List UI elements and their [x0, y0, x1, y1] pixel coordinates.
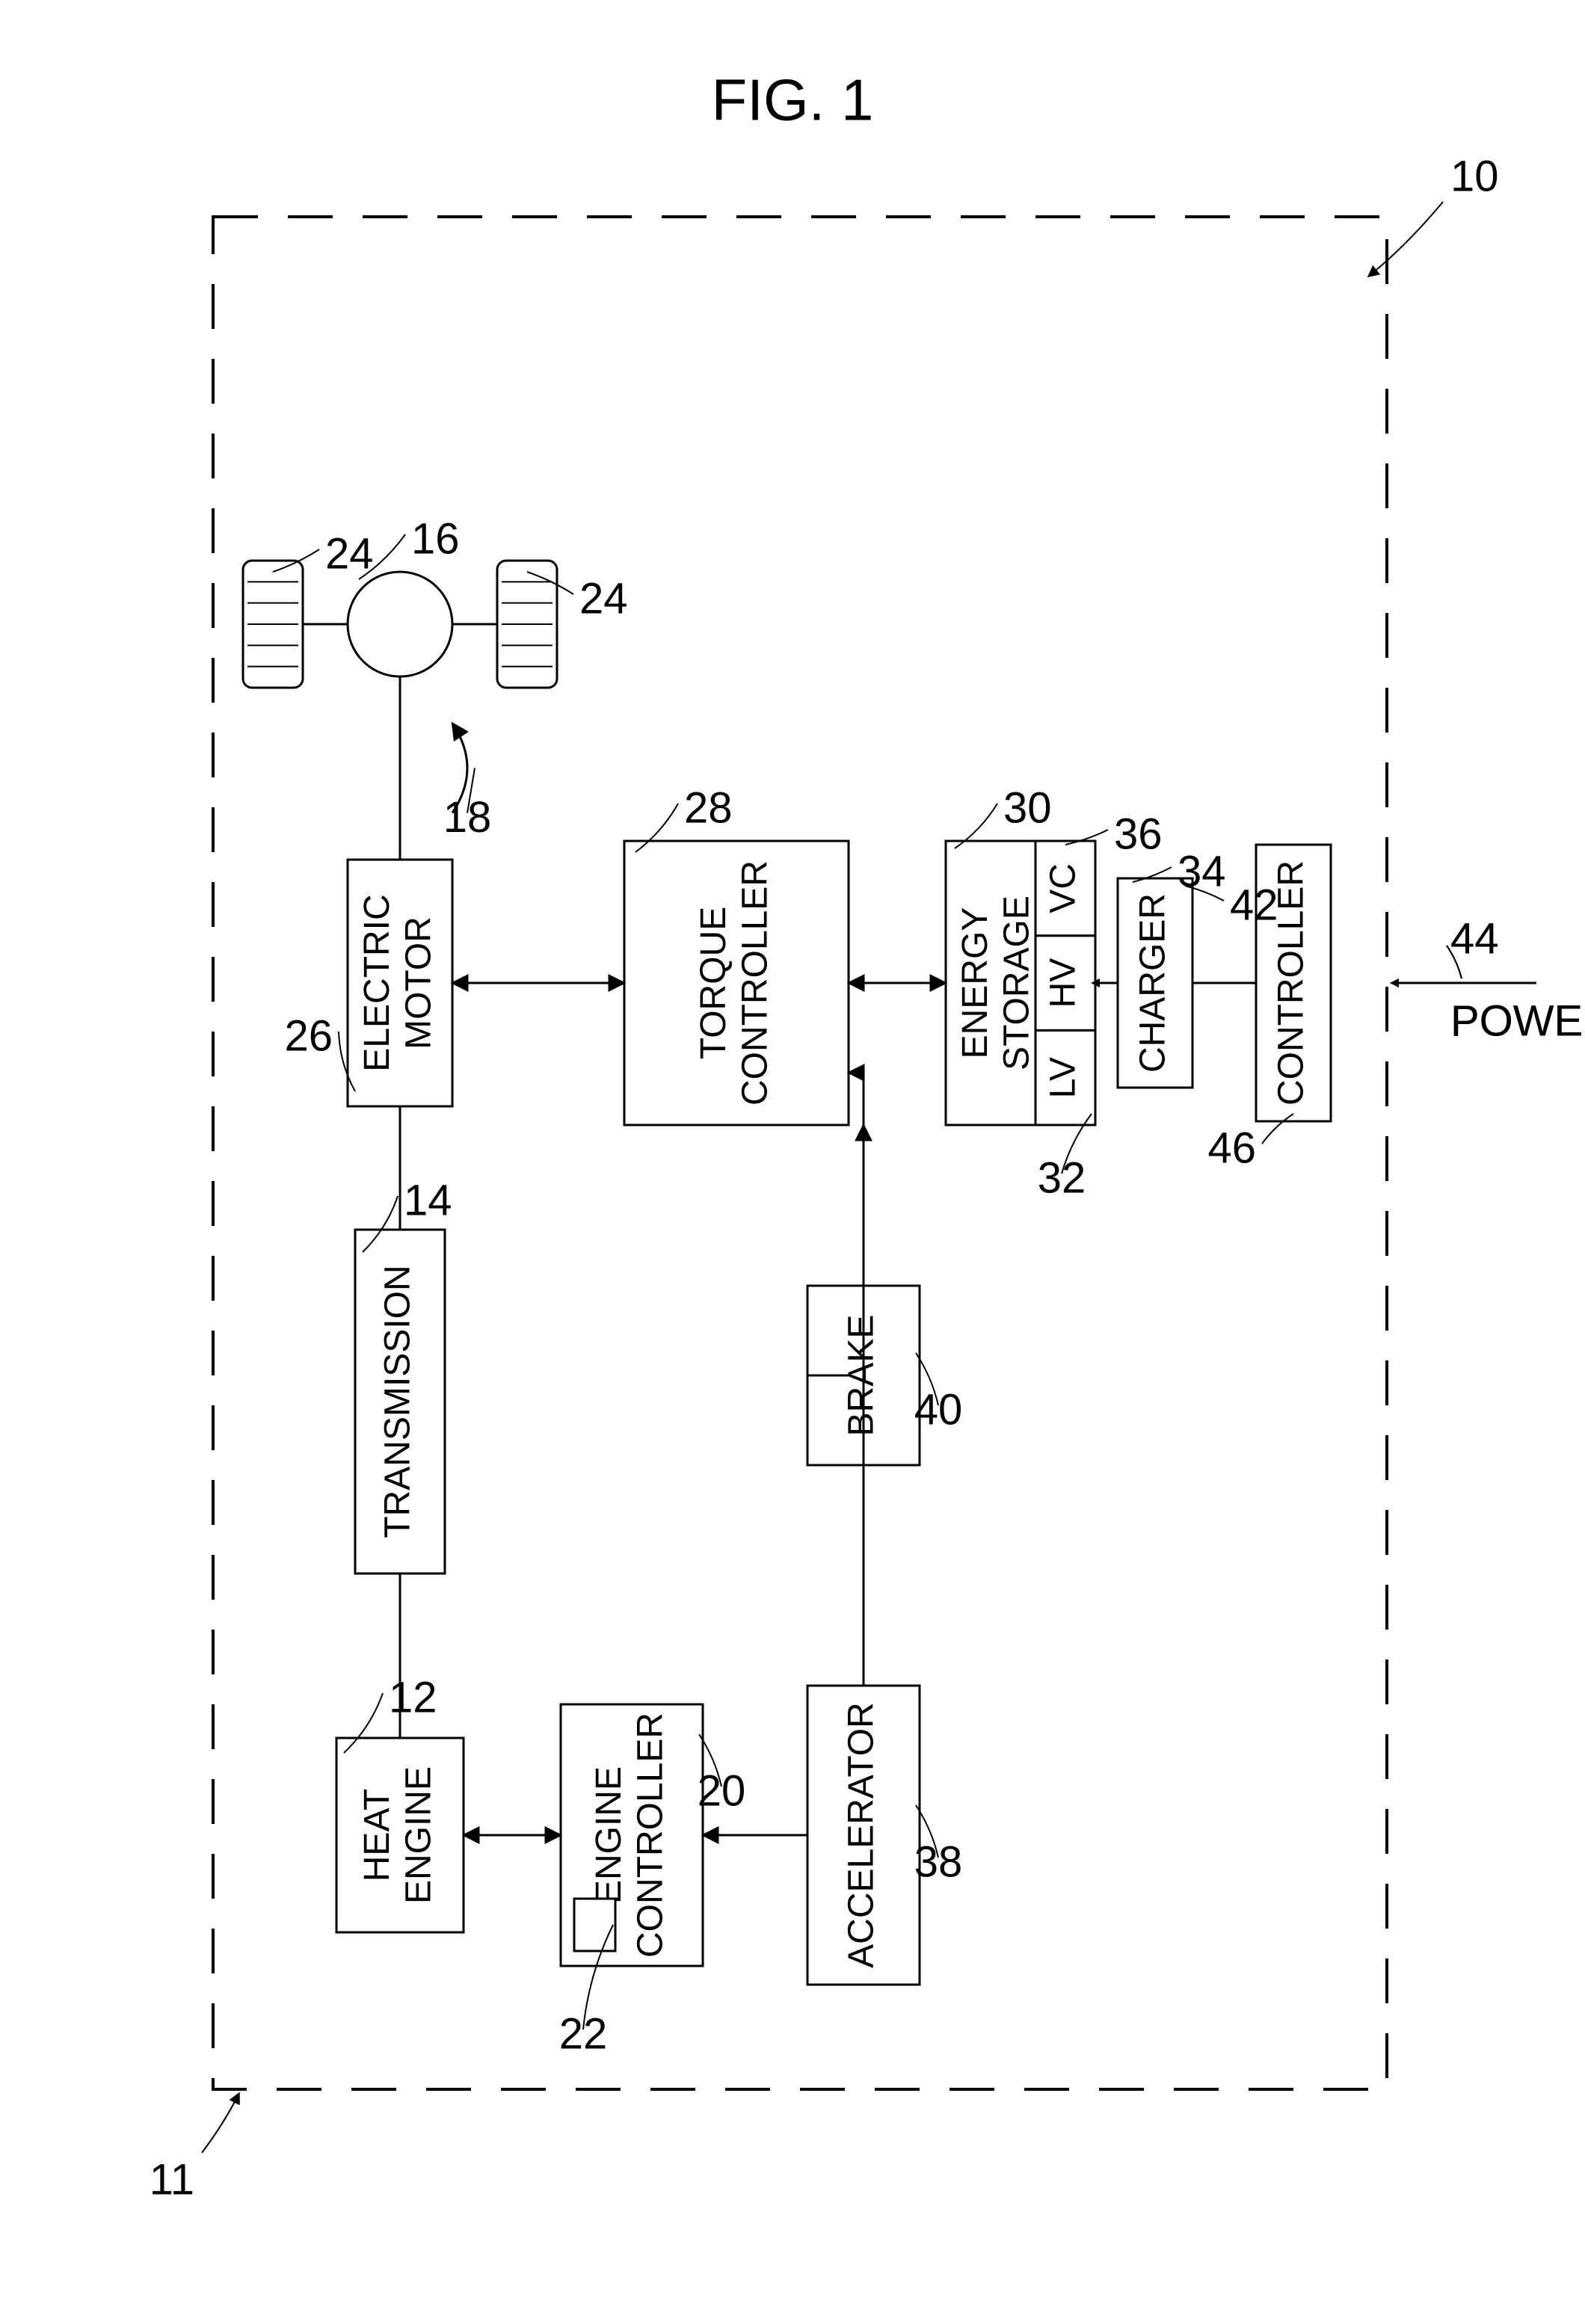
lv-label: LV	[1044, 1057, 1083, 1098]
transmission-label: TRANSMISSION	[378, 1265, 418, 1538]
ref-label: 28	[684, 783, 733, 832]
figure-title: FIG. 1	[712, 67, 874, 133]
charger-label: CHARGER	[1133, 893, 1173, 1073]
ref-label: 24	[579, 574, 628, 623]
ref-label: 40	[914, 1385, 963, 1434]
engine-controller-label: CONTROLLER	[630, 1713, 670, 1958]
torque-controller-label: TORQUE	[694, 907, 733, 1059]
energy-storage-label: STORAGE	[997, 896, 1036, 1070]
ref-label: 44	[1450, 914, 1499, 963]
heat-engine-label: ENGINE	[398, 1766, 438, 1904]
engine-controller-sub	[574, 1899, 615, 1951]
ref-label: 36	[1114, 810, 1163, 858]
electric-motor-label: MOTOR	[398, 916, 438, 1050]
ref-label: 26	[284, 1011, 333, 1060]
ref-label: 46	[1207, 1124, 1256, 1172]
electric-motor-label: ELECTRIC	[357, 894, 397, 1071]
ref-label: 34	[1178, 847, 1226, 896]
ref-label: 18	[443, 793, 492, 842]
ref-label: 20	[698, 1766, 746, 1815]
ref-label: 30	[1003, 783, 1052, 832]
torque-controller-label: CONTROLLER	[735, 860, 775, 1106]
ref-label: POWER	[1450, 996, 1585, 1045]
heat-engine-label: HEAT	[357, 1789, 397, 1881]
vc-label: VC	[1044, 863, 1083, 913]
ref-label: 22	[559, 2009, 608, 2058]
ref-label: 24	[325, 529, 374, 578]
ref-label: 38	[914, 1837, 963, 1886]
ref-label: 14	[404, 1176, 452, 1224]
energy-storage-label: ENERGY	[955, 907, 995, 1059]
accelerator-label: ACCELERATOR	[842, 1702, 881, 1968]
hv-label: HV	[1044, 958, 1083, 1008]
ref-label: 10	[1450, 152, 1499, 200]
differential	[348, 572, 452, 676]
ref-label: 11	[150, 2155, 194, 2204]
ref-label: 42	[1230, 881, 1278, 929]
ref-label: 12	[389, 1673, 437, 1722]
ref-label: 16	[411, 514, 460, 563]
ref-label: 32	[1038, 1153, 1086, 1202]
engine-controller-label: ENGINE	[589, 1766, 629, 1904]
